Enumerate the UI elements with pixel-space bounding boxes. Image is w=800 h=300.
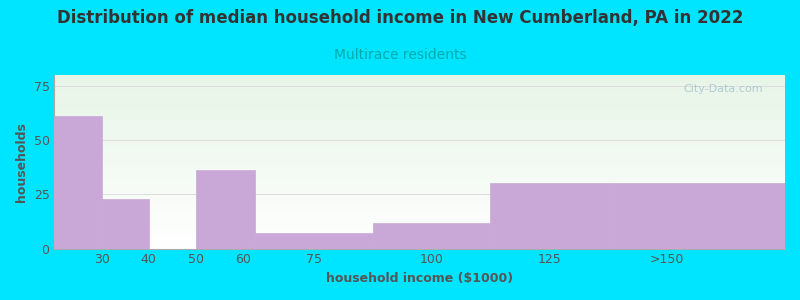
Bar bbox=[102, 199, 149, 249]
Bar bbox=[254, 233, 373, 249]
Text: Distribution of median household income in New Cumberland, PA in 2022: Distribution of median household income … bbox=[57, 9, 743, 27]
Bar bbox=[54, 116, 102, 249]
Bar bbox=[373, 223, 490, 249]
Bar bbox=[196, 170, 254, 249]
Text: City-Data.com: City-Data.com bbox=[683, 84, 763, 94]
Y-axis label: households: households bbox=[15, 122, 28, 202]
Bar bbox=[490, 184, 608, 249]
Text: Multirace residents: Multirace residents bbox=[334, 48, 466, 62]
Bar bbox=[608, 184, 785, 249]
X-axis label: household income ($1000): household income ($1000) bbox=[326, 272, 514, 285]
